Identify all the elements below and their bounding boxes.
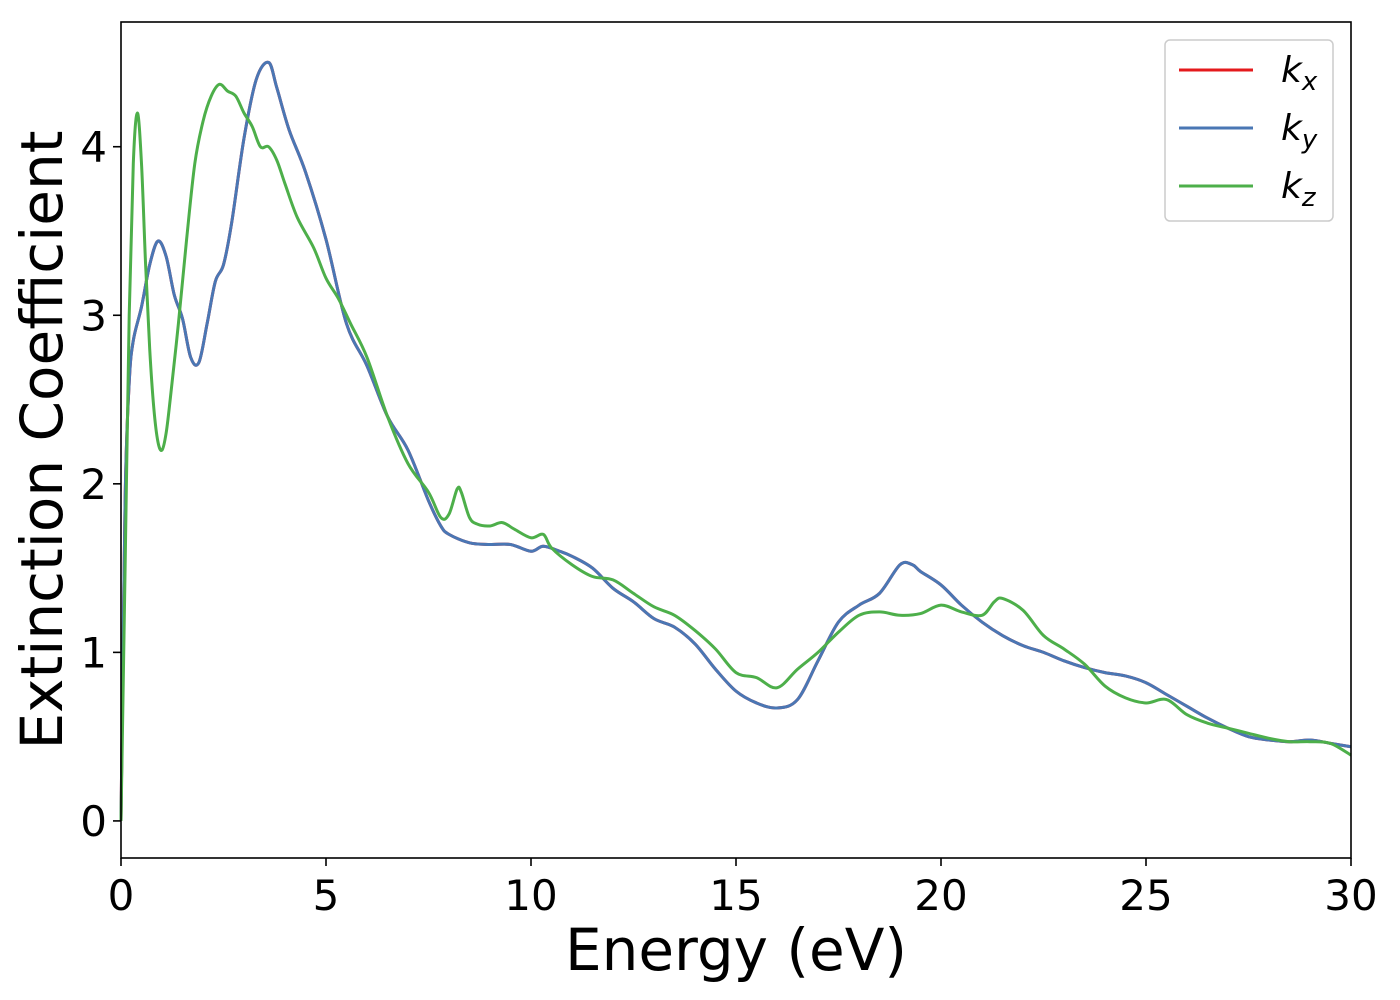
y-tick-label: 3 (80, 291, 107, 340)
y-tick-label: 4 (80, 123, 107, 172)
x-tick-label: 5 (313, 871, 340, 920)
y-tick-label: 0 (80, 797, 107, 846)
y-tick-label: 1 (80, 628, 107, 677)
legend-box (1164, 39, 1334, 222)
x-tick-label: 15 (709, 871, 762, 920)
legend: kx ky kz (1164, 39, 1334, 222)
legend-label-x: kx (1281, 50, 1318, 97)
x-axis-title: Energy (eV) (565, 916, 907, 984)
series-line-z (119, 82, 1352, 821)
x-tick-label: 20 (914, 871, 967, 920)
y-axis-title: Extinction Coefficient (8, 131, 76, 750)
series-layer (119, 60, 1352, 821)
x-tick-label: 25 (1119, 871, 1172, 920)
x-tick-label: 0 (108, 871, 135, 920)
y-tick-label: 2 (80, 460, 107, 509)
y-axis: 0 1 2 3 4 (80, 123, 121, 846)
x-tick-label: 30 (1324, 871, 1377, 920)
x-axis: 0 5 10 15 20 25 30 (108, 858, 1378, 920)
legend-label-y: ky (1281, 108, 1318, 155)
legend-label-z: kz (1281, 166, 1317, 213)
x-tick-label: 10 (504, 871, 557, 920)
